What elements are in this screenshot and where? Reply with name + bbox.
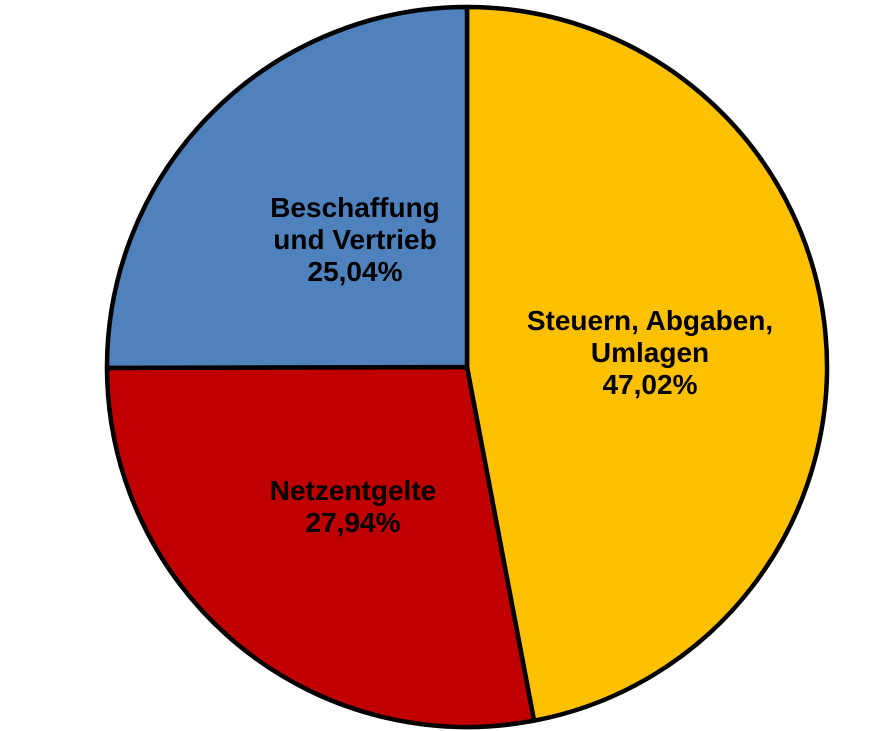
pie-slice-1	[104, 364, 537, 730]
pie-slice-2	[104, 4, 470, 371]
pie-slice-0	[464, 4, 830, 723]
